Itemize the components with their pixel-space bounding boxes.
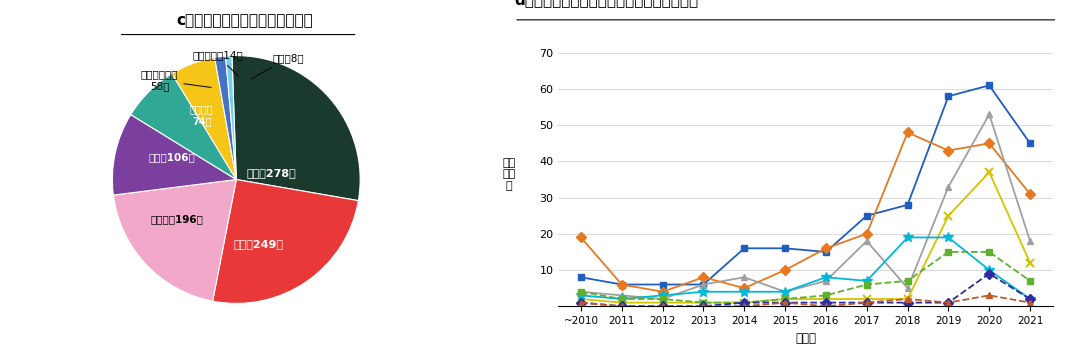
- Text: c）プライマリースポンサー地域: c）プライマリースポンサー地域: [177, 13, 314, 29]
- Wedge shape: [172, 57, 236, 180]
- Text: 欧州，278件: 欧州，278件: [246, 168, 295, 178]
- Wedge shape: [131, 74, 236, 180]
- Wedge shape: [226, 56, 236, 180]
- Wedge shape: [213, 180, 359, 303]
- Text: オセアニア，
58件: オセアニア， 58件: [141, 70, 212, 91]
- Text: 中南米，
74件: 中南米， 74件: [190, 104, 214, 126]
- Wedge shape: [232, 56, 360, 201]
- X-axis label: 登録年: 登録年: [795, 332, 816, 345]
- Wedge shape: [215, 56, 236, 180]
- Wedge shape: [114, 180, 236, 301]
- Wedge shape: [113, 115, 236, 195]
- Text: アフリカ，14件: アフリカ，14件: [192, 51, 243, 76]
- Text: d）プライマリースポンサー地域の年別推移: d）プライマリースポンサー地域の年別推移: [514, 0, 698, 7]
- Text: 不明，8件: 不明，8件: [251, 53, 304, 79]
- Text: 中東，106件: 中東，106件: [148, 152, 195, 162]
- Text: アジア，196件: アジア，196件: [150, 214, 203, 224]
- Text: 北米，249件: 北米，249件: [233, 239, 284, 249]
- Y-axis label: 発生
登録
数: 発生 登録 数: [503, 158, 516, 191]
